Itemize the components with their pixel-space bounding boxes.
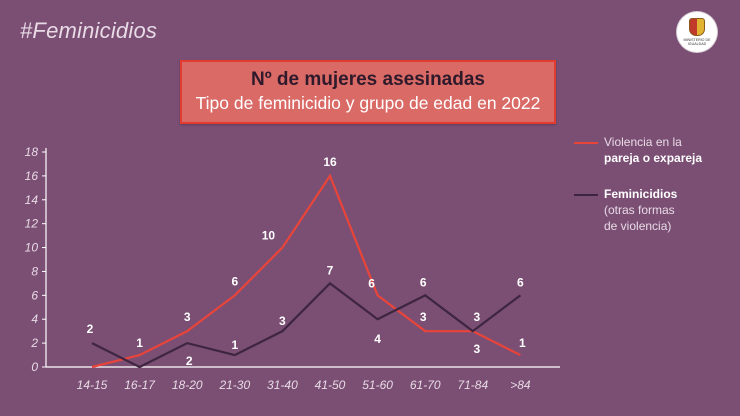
data-label-partner: 1 — [519, 336, 526, 350]
legend-other-line1: Feminicidios — [604, 187, 678, 201]
x-tick-label: 61-70 — [410, 378, 441, 392]
data-label-partner: 3 — [473, 342, 480, 356]
y-tick-label: 4 — [31, 312, 38, 326]
data-label-other: 3 — [473, 310, 480, 324]
chart-subtitle: Tipo de feminicidio y grupo de edad en 2… — [195, 93, 541, 113]
data-label-other: 2 — [186, 354, 193, 368]
legend-swatch-other — [574, 194, 598, 196]
y-tick-label: 10 — [25, 241, 39, 255]
data-label-partner: 3 — [184, 310, 191, 324]
y-tick-label: 2 — [30, 336, 38, 350]
data-label-other: 6 — [517, 275, 524, 289]
legend-other-line3: de violencia) — [604, 219, 672, 233]
data-label-other: 7 — [327, 263, 334, 277]
y-tick-label: 12 — [25, 217, 39, 231]
y-tick-label: 16 — [25, 169, 39, 183]
y-tick-label: 8 — [31, 264, 38, 278]
data-label-other: 2 — [87, 322, 94, 336]
coat-of-arms-icon — [689, 18, 705, 36]
x-tick-label: 14-15 — [77, 378, 108, 392]
data-label-partner: 10 — [262, 229, 276, 243]
y-tick-label: 6 — [31, 288, 38, 302]
data-label-partner: 1 — [136, 336, 143, 350]
y-tick-label: 0 — [31, 360, 38, 374]
x-tick-label: 31-40 — [267, 378, 298, 392]
x-tick-label: 18-20 — [172, 378, 203, 392]
data-label-partner: 6 — [231, 274, 238, 288]
x-tick-label: 16-17 — [124, 378, 156, 392]
data-label-other: 6 — [420, 275, 427, 289]
legend-item-other: Feminicidios (otras formas de violencia) — [574, 186, 734, 234]
x-tick-label: >84 — [510, 378, 531, 392]
hashtag-title: #Feminicidios — [20, 18, 158, 43]
data-label-other: 3 — [279, 314, 286, 328]
legend-partner-line1: Violencia en la — [604, 135, 682, 149]
chart-title-box: Nº de mujeres asesinadas Tipo de feminic… — [180, 60, 556, 124]
x-tick-label: 21-30 — [218, 378, 250, 392]
data-label-partner: 6 — [368, 276, 375, 290]
y-tick-label: 18 — [25, 145, 39, 159]
legend-item-partner: Violencia en la pareja o expareja — [574, 134, 734, 166]
x-tick-label: 51-60 — [362, 378, 393, 392]
legend: Violencia en la pareja o expareja Femini… — [574, 134, 734, 234]
y-tick-label: 14 — [25, 193, 39, 207]
legend-other-line2: (otras formas — [604, 203, 675, 217]
data-label-partner: 16 — [323, 155, 337, 169]
x-tick-label: 71-84 — [457, 378, 488, 392]
data-label-other: 4 — [374, 332, 381, 346]
legend-swatch-partner — [574, 142, 598, 144]
series-line-partner — [91, 173, 521, 369]
x-tick-label: 41-50 — [315, 378, 346, 392]
seal-text: MINISTERIO DE IGUALDAD — [683, 38, 711, 46]
data-label-partner: 3 — [420, 310, 427, 324]
ministry-seal-logo: MINISTERIO DE IGUALDAD — [677, 12, 717, 52]
chart-title: Nº de mujeres asesinadas — [250, 69, 485, 90]
data-label-other: 1 — [231, 338, 238, 352]
series-line-other — [91, 281, 522, 369]
legend-partner-line2: pareja o expareja — [604, 151, 703, 165]
